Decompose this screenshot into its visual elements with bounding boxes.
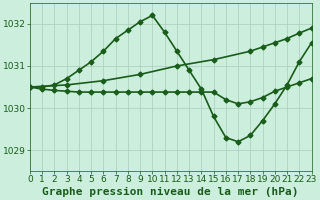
X-axis label: Graphe pression niveau de la mer (hPa): Graphe pression niveau de la mer (hPa) (43, 187, 299, 197)
